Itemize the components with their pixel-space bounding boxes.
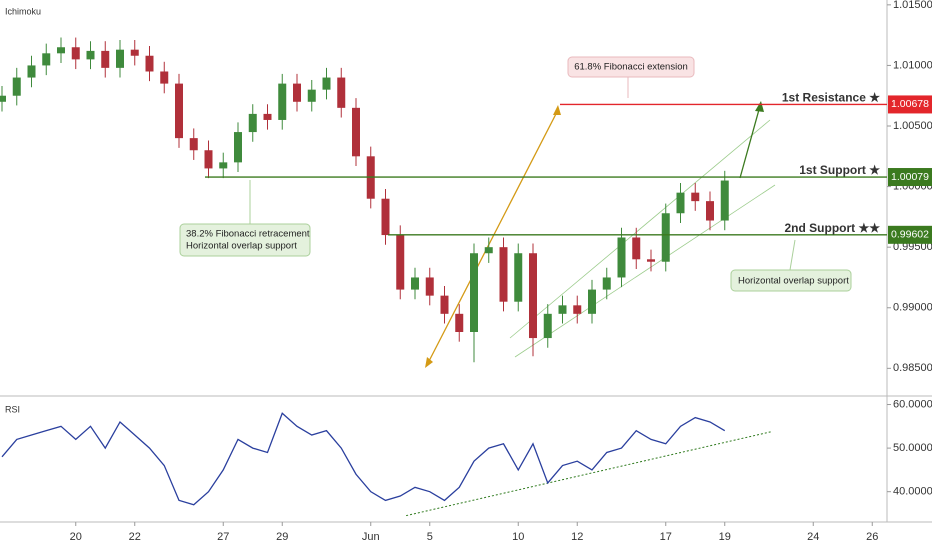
candle-body (293, 83, 301, 102)
candle-body (204, 150, 213, 169)
candle-body (263, 113, 272, 120)
candle-body (307, 89, 316, 102)
annotation: Horizontal overlap support (186, 241, 297, 252)
channel-line (509, 119, 771, 339)
candle-body (440, 295, 449, 314)
candle-body (71, 47, 80, 60)
x-tick-label: 12 (571, 531, 583, 543)
rsi-line (1, 412, 726, 506)
level-name: 1st Support ★ (799, 163, 880, 177)
x-tick-label: 20 (70, 531, 82, 543)
x-tick-label: 26 (866, 531, 878, 543)
candle-body (381, 198, 390, 236)
candle-body (322, 77, 331, 90)
fib-arrow (426, 109, 559, 366)
candle-body (116, 49, 124, 68)
annotation: 38.2% Fibonacci retracement (186, 229, 310, 240)
candle-body (706, 201, 714, 221)
candle-body (661, 213, 670, 262)
level-price-box (888, 95, 932, 114)
candle-body (352, 107, 360, 157)
projection-arrow (739, 105, 761, 179)
y-tick-label: 0.99000 (893, 302, 932, 314)
candle-body (676, 192, 685, 214)
candle-body (248, 113, 257, 133)
candle-body (101, 50, 110, 68)
candle-body (632, 237, 641, 260)
annotation: Horizontal overlap support (738, 276, 849, 287)
candle-body (499, 247, 508, 302)
x-tick-label: 17 (660, 531, 672, 543)
candle-body (27, 65, 36, 78)
panel-title: Ichimoku (5, 6, 41, 16)
y-tick-label: 1.01500 (893, 0, 932, 11)
candle-body (160, 71, 169, 84)
candle-body (558, 305, 567, 314)
annotation-pointer (789, 239, 796, 271)
y-tick-label: 50.0000 (893, 442, 932, 454)
candle-body (42, 53, 51, 66)
candle-body (529, 253, 537, 339)
candle-body (130, 49, 139, 56)
y-tick-label: 1.01000 (893, 59, 932, 71)
candle-body (234, 132, 242, 163)
y-tick-label: 60.0000 (893, 398, 932, 410)
candle-body (543, 313, 552, 339)
x-tick-label: 22 (129, 531, 141, 543)
trend-line (406, 431, 773, 517)
x-tick-label: 10 (512, 531, 524, 543)
candle-body (337, 77, 346, 108)
x-tick-label: Jun (362, 531, 380, 543)
candle-body (455, 313, 464, 332)
annotation: 61.8% Fibonacci extension (574, 62, 688, 73)
candle-body (12, 77, 21, 96)
panel-title: RSI (5, 404, 20, 414)
candle-body (219, 162, 228, 169)
candle-body (86, 50, 95, 60)
arrow-head (425, 357, 433, 368)
level-price-box (888, 168, 932, 187)
level-name: 2nd Support ★★ (784, 221, 880, 235)
level-price: 1.00678 (891, 98, 929, 110)
y-tick-label: 1.00500 (893, 120, 932, 132)
channel-line (514, 184, 776, 358)
candle-body (720, 180, 729, 221)
candle-body (691, 192, 700, 202)
y-tick-label: 0.98500 (893, 362, 932, 374)
x-tick-label: 29 (276, 531, 288, 543)
candle-body (573, 305, 582, 314)
candle-body (175, 83, 183, 139)
candle-body (602, 277, 611, 290)
candle-body (396, 235, 405, 290)
candle-body (647, 259, 655, 262)
y-tick-label: 0.99500 (893, 241, 932, 253)
candle-body (588, 289, 596, 314)
level-price-box (888, 225, 932, 244)
candle-body (0, 95, 6, 102)
level-price: 0.99602 (891, 229, 929, 241)
candle-body (617, 237, 626, 278)
x-tick-label: 27 (217, 531, 229, 543)
candle-body (411, 277, 419, 290)
arrow-head (553, 105, 561, 115)
annotation-box (567, 56, 695, 78)
annotation-box (730, 269, 852, 292)
candle-body (484, 247, 493, 254)
candle-body (514, 253, 523, 302)
level-name: 1st Resistance ★ (782, 91, 880, 105)
candle-body (145, 55, 154, 72)
candle-body (189, 138, 198, 151)
y-tick-label: 40.0000 (893, 486, 932, 498)
candle-body (425, 277, 434, 296)
level-price: 1.00079 (891, 171, 929, 183)
candle-body (470, 253, 478, 332)
candle-body (278, 83, 287, 120)
x-tick-label: 19 (719, 531, 731, 543)
candle-body (57, 47, 65, 54)
annotation-box (179, 223, 311, 257)
x-tick-label: 24 (807, 531, 819, 543)
x-tick-label: 5 (427, 531, 433, 543)
